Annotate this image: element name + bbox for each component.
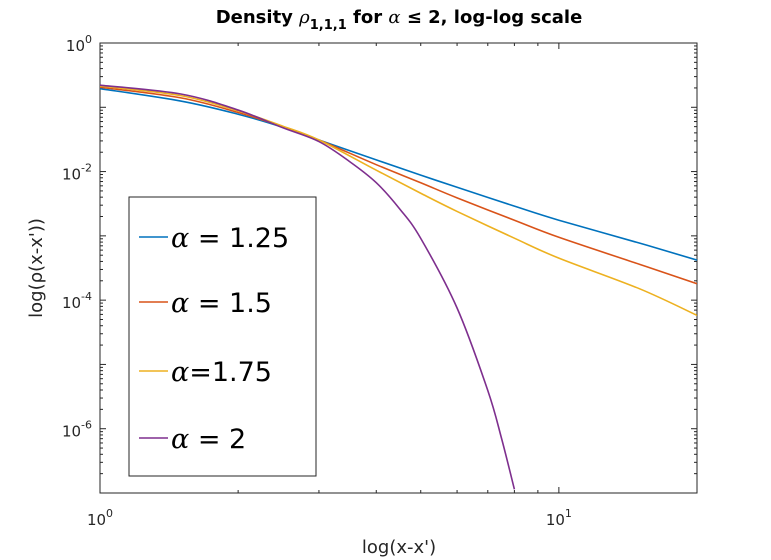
y-tick-label: 10-6 <box>62 419 92 441</box>
x-axis-label: log(x-x') <box>362 537 436 558</box>
series-line-3 <box>100 85 697 317</box>
legend: α = 1.25 α = 1.5 α=1.75 α = 2 <box>128 196 317 477</box>
x-tick-label: 101 <box>546 507 572 529</box>
legend-box <box>128 196 317 477</box>
legend-label-1: α = 1.25 <box>171 223 289 254</box>
series-line-1 <box>100 87 697 261</box>
series-line-2 <box>100 86 697 285</box>
y-tick-label: 10-2 <box>62 162 92 184</box>
chart-title: Density ρ1,1,1 for α ≤ 2, log-log scale <box>216 7 583 33</box>
x-tick-label: 100 <box>87 507 113 529</box>
legend-label-3: α=1.75 <box>171 357 272 388</box>
legend-label-4: α = 2 <box>171 424 246 455</box>
y-axis-label: log(ρ(x-x')) <box>26 218 47 318</box>
y-tick-label: 100 <box>66 33 92 55</box>
series-lines <box>100 84 697 490</box>
series-line-4 <box>100 84 516 490</box>
x-axis-ticks: 100 101 <box>87 43 698 529</box>
y-axis-ticks: 100 10-2 10-4 10-6 <box>62 33 697 494</box>
y-tick-label: 10-4 <box>62 290 92 312</box>
legend-label-2: α = 1.5 <box>171 288 272 319</box>
